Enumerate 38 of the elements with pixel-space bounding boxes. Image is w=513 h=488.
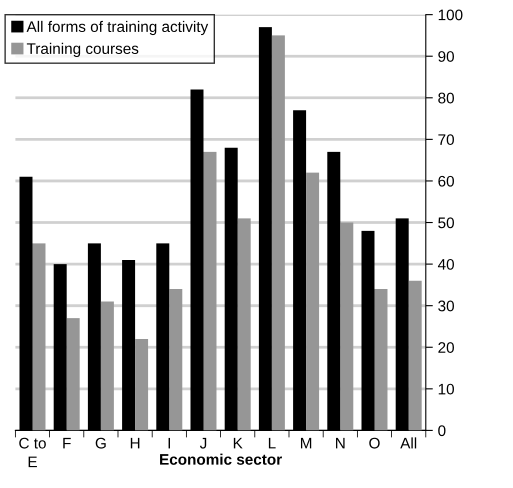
bar — [32, 243, 46, 430]
y-tick-label: 80 — [438, 92, 454, 104]
bar — [272, 35, 285, 430]
x-tick-label: O — [369, 438, 380, 449]
bar — [408, 280, 422, 430]
x-tick-label: L — [268, 438, 276, 448]
legend-label: All forms of training activity — [26, 20, 208, 36]
x-tick-label: K — [234, 438, 243, 448]
x-tick-label: M — [300, 438, 312, 448]
x-tick-label: G — [96, 438, 106, 449]
y-tick-label: 70 — [438, 134, 454, 146]
y-tick-label: 20 — [438, 342, 454, 353]
x-tick-label: J — [200, 438, 206, 449]
y-tick-label: 50 — [438, 217, 454, 228]
x-tick-label: I — [168, 438, 170, 448]
x-tick-label: F — [63, 438, 71, 448]
bar — [135, 338, 148, 430]
bar — [100, 302, 114, 430]
y-tick-label: 0 — [438, 425, 446, 436]
x-tick-label: N — [336, 438, 345, 448]
x-tick-label: All — [400, 437, 416, 448]
x-tick-label: H — [130, 438, 140, 448]
y-tick-label: 10 — [438, 384, 454, 395]
bar — [169, 289, 182, 430]
bar — [66, 318, 80, 430]
legend-label: Training courses — [26, 42, 138, 58]
y-tick-label: 40 — [438, 258, 454, 270]
y-tick-label: 60 — [438, 176, 454, 187]
y-tick-label: 90 — [438, 51, 454, 62]
x-axis-title: Economic sector — [160, 454, 282, 465]
bar — [306, 172, 320, 430]
y-tick-label: 30 — [438, 300, 454, 312]
y-tick-label: 100 — [438, 10, 462, 20]
x-tick-label: C to E — [19, 438, 46, 468]
bar — [203, 152, 216, 430]
bar — [238, 218, 251, 430]
bar — [374, 289, 388, 430]
bar — [340, 222, 354, 430]
